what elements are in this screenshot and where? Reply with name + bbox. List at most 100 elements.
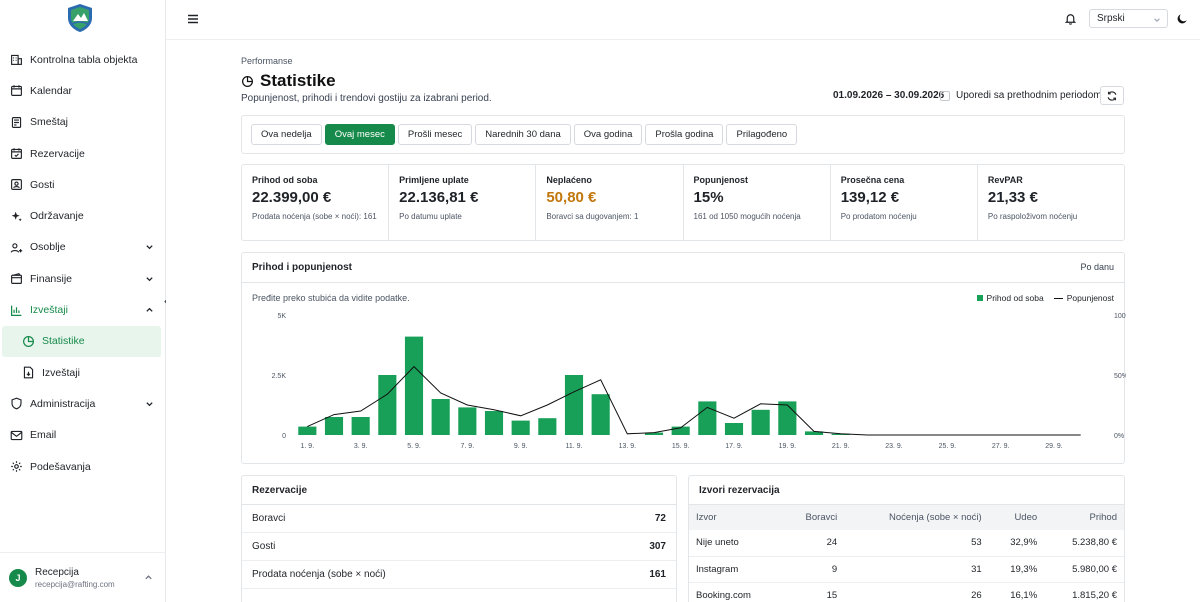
bar[interactable]	[698, 401, 717, 435]
bar[interactable]	[378, 375, 397, 435]
menu-icon[interactable]	[186, 12, 200, 26]
bar[interactable]	[804, 431, 824, 435]
kpi-label: Prosečna cena	[840, 175, 905, 185]
brand-logo[interactable]	[64, 2, 96, 34]
chevron-down-icon	[1153, 16, 1161, 24]
chevron-up-icon	[145, 306, 154, 315]
language-select[interactable]: Srpski	[1089, 9, 1168, 28]
table-row: Booking.com 15 26 16,1% 1.815,20 €	[689, 582, 1124, 602]
chevron-down-icon	[145, 274, 154, 283]
kpi-label: RevPAR	[987, 175, 1023, 185]
moon-icon[interactable]	[1176, 12, 1189, 25]
bar[interactable]	[404, 336, 424, 435]
checkbox-box[interactable]	[940, 90, 950, 101]
chart-legend: Prihod od soba Popunjenost	[976, 293, 1114, 303]
sidebar-item-calendar[interactable]: Kalendar	[0, 75, 166, 106]
bar[interactable]	[591, 394, 610, 435]
sidebar-item-finance[interactable]: Finansije	[0, 263, 166, 294]
x-tick-label: 5. 9.	[407, 443, 421, 450]
tab-period[interactable]: Narednih 30 dana	[475, 124, 571, 145]
y-left-tick-label: 5K	[277, 313, 286, 320]
x-tick-label: 3. 9.	[354, 443, 368, 450]
file-icon	[22, 366, 35, 379]
kpi-label: Prihod od soba	[252, 175, 318, 185]
tab-period[interactable]: Prilagođeno	[726, 124, 798, 145]
sidebar-item-reports-list[interactable]: Izveštaji	[0, 357, 166, 388]
sidebar-item-accommodation[interactable]: Smeštaj	[0, 107, 166, 138]
column-header: Prihod	[1044, 505, 1124, 530]
bar[interactable]	[298, 426, 317, 435]
kpi-value: 22.399,00 €	[252, 189, 332, 206]
sparkle-icon	[10, 210, 23, 223]
y-right-tick-label: 100%	[1114, 313, 1126, 320]
sidebar-item-reports[interactable]: Izveštaji	[0, 294, 166, 325]
sidebar-item-label: Gosti	[30, 178, 55, 191]
kpi-subtext: Po raspoloživom noćenju	[987, 212, 1078, 221]
x-tick-label: 13. 9.	[619, 443, 637, 450]
user-menu[interactable]: J Recepcija recepcija@rafting.com	[0, 552, 166, 602]
tab-period[interactable]: Ova godina	[573, 124, 643, 145]
x-tick-label: 25. 9.	[939, 443, 957, 450]
bar[interactable]	[671, 426, 690, 435]
sidebar-item-label: Izveštaji	[42, 366, 80, 379]
tab-period[interactable]: Ovaj mesec	[324, 124, 395, 145]
x-tick-label: 27. 9.	[992, 443, 1010, 450]
legend-occupancy[interactable]: Popunjenost	[1053, 293, 1114, 303]
compare-checkbox[interactable]: Uporedi sa prethodnim periodom	[940, 90, 1102, 101]
y-right-tick-label: 0%	[1114, 433, 1124, 440]
bar[interactable]	[724, 423, 744, 435]
bar[interactable]	[831, 433, 850, 435]
user-card-icon	[10, 178, 23, 191]
sidebar-item-email[interactable]: Email	[0, 420, 166, 451]
tab-period[interactable]: Prošli mesec	[397, 124, 473, 145]
sidebar-item-staff[interactable]: Osoblje	[0, 232, 166, 263]
tab-period[interactable]: Prošla godina	[645, 124, 724, 145]
bar[interactable]	[778, 401, 797, 435]
bar[interactable]	[324, 417, 344, 435]
sidebar-item-maintenance[interactable]: Održavanje	[0, 200, 166, 231]
sidebar-item-label: Statistike	[42, 335, 85, 348]
gear-icon	[10, 460, 23, 473]
bar[interactable]	[564, 375, 584, 435]
legend-revenue[interactable]: Prihod od soba	[976, 293, 1044, 303]
sidebar-item-label: Podešavanja	[30, 460, 91, 473]
sidebar-item-statistics[interactable]: Statistike	[2, 325, 161, 357]
x-tick-label: 9. 9.	[514, 443, 528, 450]
bell-icon[interactable]	[1064, 12, 1077, 25]
sidebar-item-guests[interactable]: Gosti	[0, 169, 166, 200]
sidebar-item-settings[interactable]: Podešavanja	[0, 451, 166, 482]
mail-icon	[10, 429, 23, 442]
bar[interactable]	[458, 407, 477, 435]
booking-sources-card: Izvori rezervacija Izvor Boravci Noćenja…	[688, 475, 1125, 602]
date-range[interactable]: 01.09.2026 – 30.09.2026	[833, 90, 945, 101]
bar[interactable]	[751, 409, 770, 435]
sidebar-item-administration[interactable]: Administracija	[0, 388, 166, 419]
x-tick-label: 11. 9.	[566, 443, 583, 450]
column-header: Boravci	[782, 505, 845, 530]
kpi-label: Popunjenost	[693, 175, 749, 185]
kpi-card: Neplaćeno 50,80 € Boravci sa dugovanjem: 1	[536, 165, 684, 240]
bar[interactable]	[644, 432, 664, 435]
column-header: Udeo	[988, 505, 1045, 530]
refresh-button[interactable]	[1100, 86, 1124, 105]
bar[interactable]	[484, 411, 504, 435]
bar[interactable]	[511, 420, 530, 435]
occupancy-line	[307, 365, 1081, 436]
tab-period[interactable]: Ova nedelja	[251, 124, 322, 145]
bar[interactable]	[538, 418, 557, 435]
kpi-value: 15%	[693, 189, 724, 206]
user-email: recepcija@rafting.com	[35, 579, 115, 589]
main-content: Performanse Statistike Popunjenost, prih…	[166, 40, 1200, 602]
x-tick-label: 1. 9.	[301, 443, 315, 450]
sidebar-item-dashboard[interactable]: Kontrolna tabla objekta	[0, 44, 166, 75]
sidebar-item-label: Rezervacije	[30, 147, 85, 160]
user-name: Recepcija	[35, 566, 79, 578]
sidebar-item-reservations[interactable]: Rezervacije	[0, 138, 166, 169]
y-left-tick-label: 0	[282, 433, 286, 440]
sidebar-item-label: Kontrolna tabla objekta	[30, 53, 138, 66]
chart-period-select[interactable]: Po danu	[1080, 262, 1114, 272]
compare-label: Uporedi sa prethodnim periodom	[956, 90, 1102, 101]
kpi-subtext: Boravci sa dugovanjem: 1	[546, 212, 639, 221]
bar[interactable]	[431, 399, 450, 435]
bar[interactable]	[351, 417, 370, 435]
